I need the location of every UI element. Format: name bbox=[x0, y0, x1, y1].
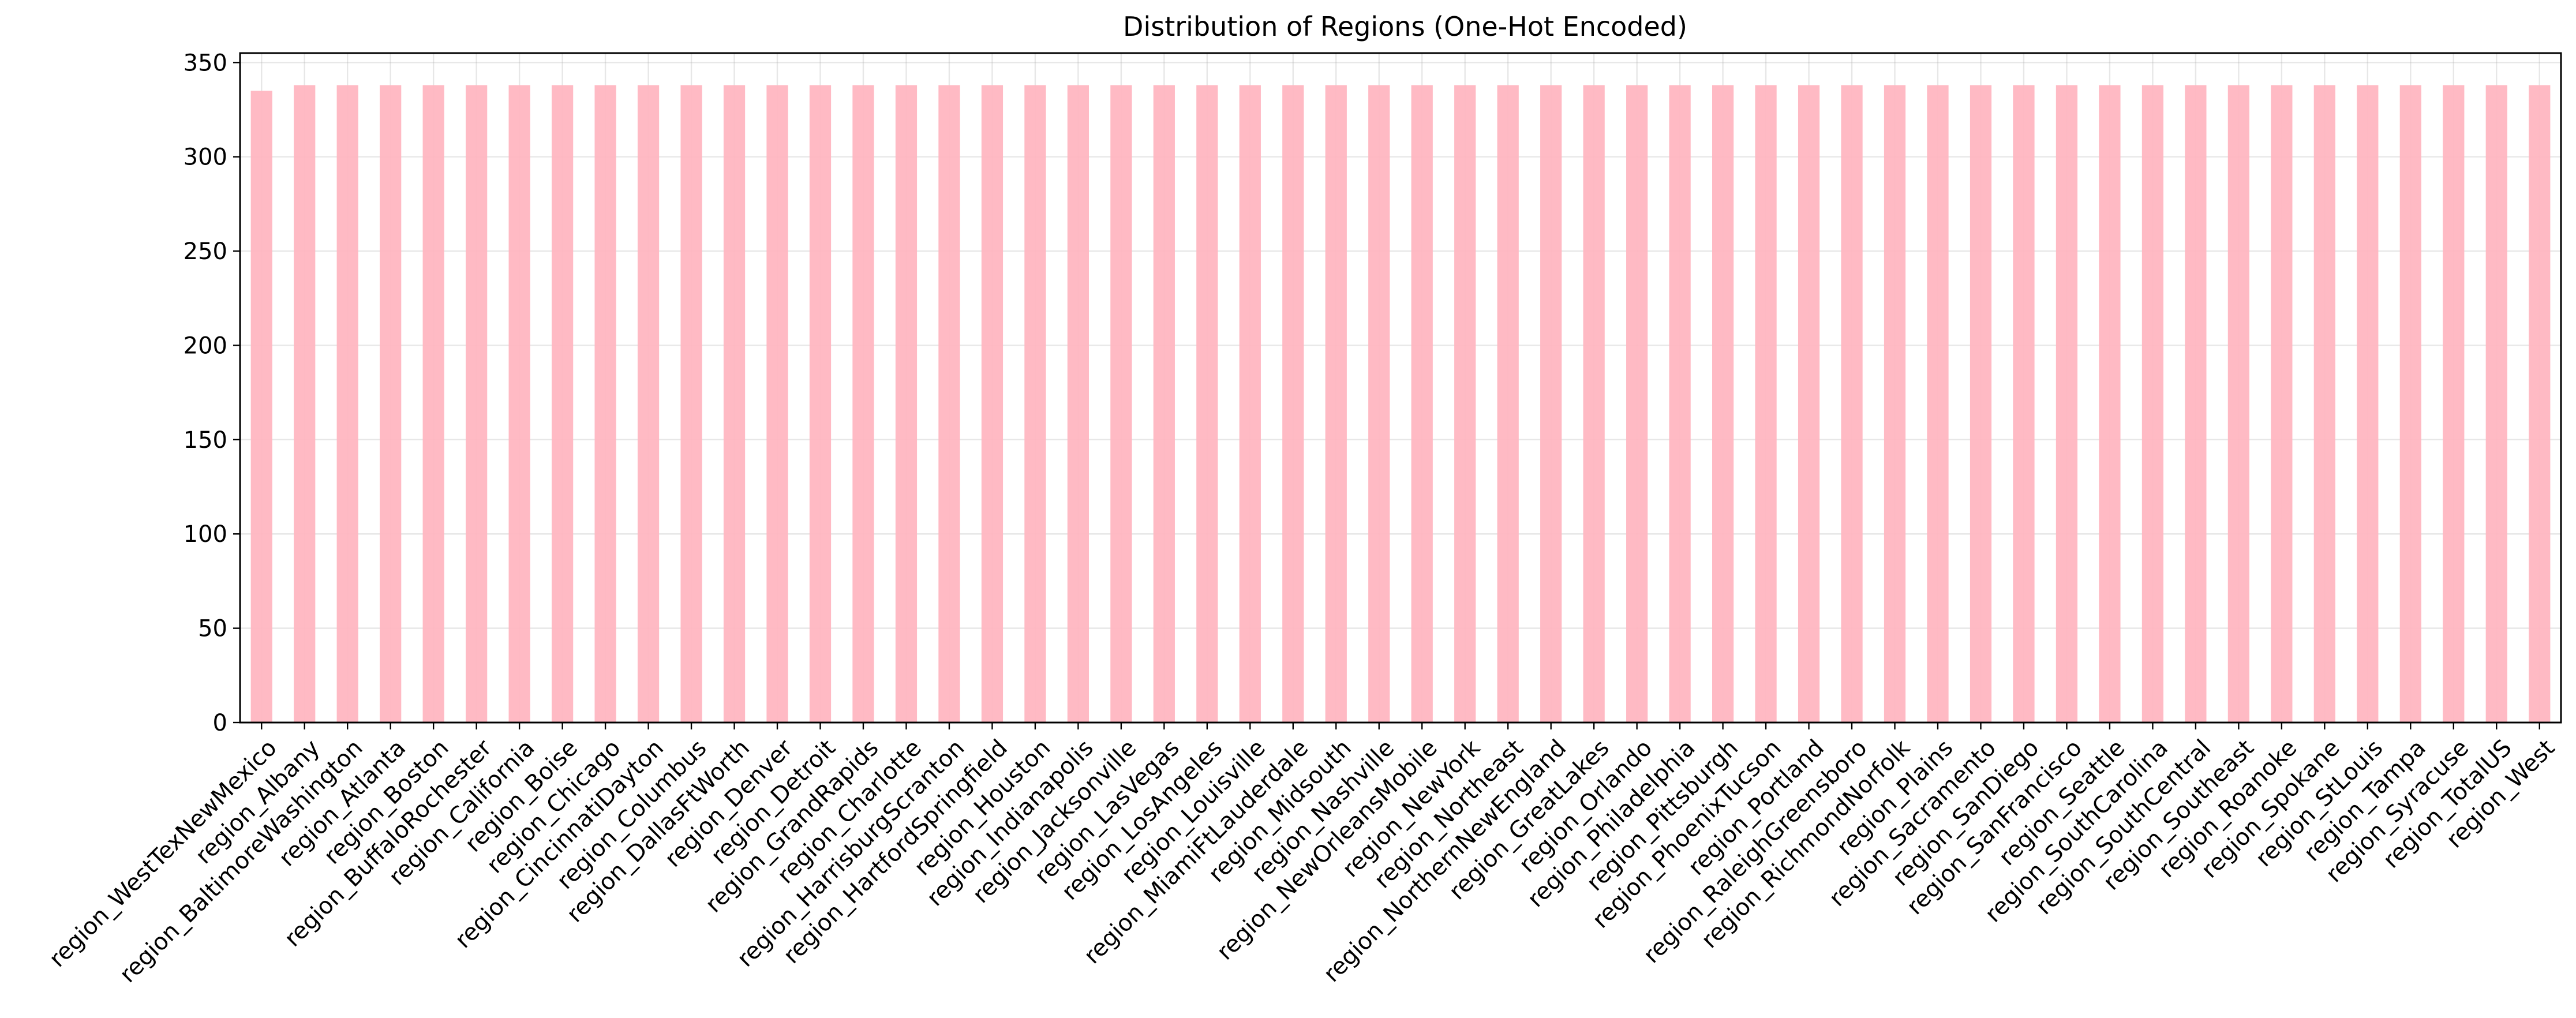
bars bbox=[250, 85, 2551, 723]
bar bbox=[1454, 85, 1476, 723]
y-tick-label: 200 bbox=[184, 332, 227, 359]
plot-frame bbox=[239, 52, 2562, 724]
bar bbox=[2357, 85, 2379, 723]
bar bbox=[981, 85, 1004, 723]
chart-title: Distribution of Regions (One-Hot Encoded… bbox=[1123, 11, 1687, 42]
bar bbox=[2099, 85, 2121, 723]
bar bbox=[466, 85, 488, 723]
bar bbox=[1497, 85, 1519, 723]
bar bbox=[1712, 85, 1734, 723]
bar bbox=[2185, 85, 2207, 723]
bar bbox=[2055, 85, 2078, 723]
y-axis: 0 50 100 150 200 250 300 350 bbox=[184, 50, 240, 736]
bar bbox=[2227, 85, 2250, 723]
bar bbox=[380, 85, 402, 723]
bar bbox=[1927, 85, 1949, 723]
y-tick-label: 0 bbox=[213, 710, 227, 736]
bar bbox=[1110, 85, 1132, 723]
bar bbox=[2013, 85, 2035, 723]
y-tick-label: 250 bbox=[184, 238, 227, 265]
bar bbox=[852, 85, 874, 723]
bar bbox=[2485, 85, 2507, 723]
bar bbox=[2141, 85, 2164, 723]
bar bbox=[766, 85, 788, 723]
bar bbox=[551, 85, 574, 723]
bar bbox=[336, 85, 358, 723]
bar bbox=[294, 85, 316, 723]
y-tick-label: 100 bbox=[184, 521, 227, 548]
x-axis: region_WestTexNewMexicoregion_Albanyregi… bbox=[44, 723, 2560, 988]
bar bbox=[1024, 85, 1046, 723]
bar bbox=[1884, 85, 1906, 723]
bar bbox=[2443, 85, 2465, 723]
y-tick-label: 50 bbox=[198, 616, 227, 642]
bar bbox=[422, 85, 444, 723]
bar bbox=[2399, 85, 2421, 723]
bar bbox=[723, 85, 746, 723]
bar bbox=[250, 91, 272, 723]
bar bbox=[2271, 85, 2293, 723]
bar bbox=[1368, 85, 1390, 723]
bar bbox=[1970, 85, 1992, 723]
bar bbox=[680, 85, 702, 723]
y-tick-label: 350 bbox=[184, 50, 227, 76]
bar bbox=[1669, 85, 1691, 723]
bar bbox=[1755, 85, 1777, 723]
bar bbox=[1282, 85, 1304, 723]
bar bbox=[2529, 85, 2551, 723]
bar bbox=[1325, 85, 1347, 723]
bar bbox=[1067, 85, 1089, 723]
bar bbox=[1841, 85, 1863, 723]
bar bbox=[895, 85, 918, 723]
bar bbox=[1583, 85, 1605, 723]
gridlines bbox=[240, 53, 2561, 724]
bar bbox=[2313, 85, 2335, 723]
bar bbox=[1540, 85, 1562, 723]
bar bbox=[1196, 85, 1218, 723]
bar bbox=[508, 85, 530, 723]
bar bbox=[1411, 85, 1433, 723]
bar bbox=[1626, 85, 1648, 723]
bar bbox=[637, 85, 660, 723]
bar bbox=[594, 85, 616, 723]
bar bbox=[1239, 85, 1261, 723]
bar bbox=[938, 85, 960, 723]
y-tick-label: 300 bbox=[184, 144, 227, 171]
y-tick-label: 150 bbox=[184, 427, 227, 454]
bar bbox=[809, 85, 832, 723]
bar bbox=[1153, 85, 1175, 723]
bar bbox=[1798, 85, 1820, 723]
